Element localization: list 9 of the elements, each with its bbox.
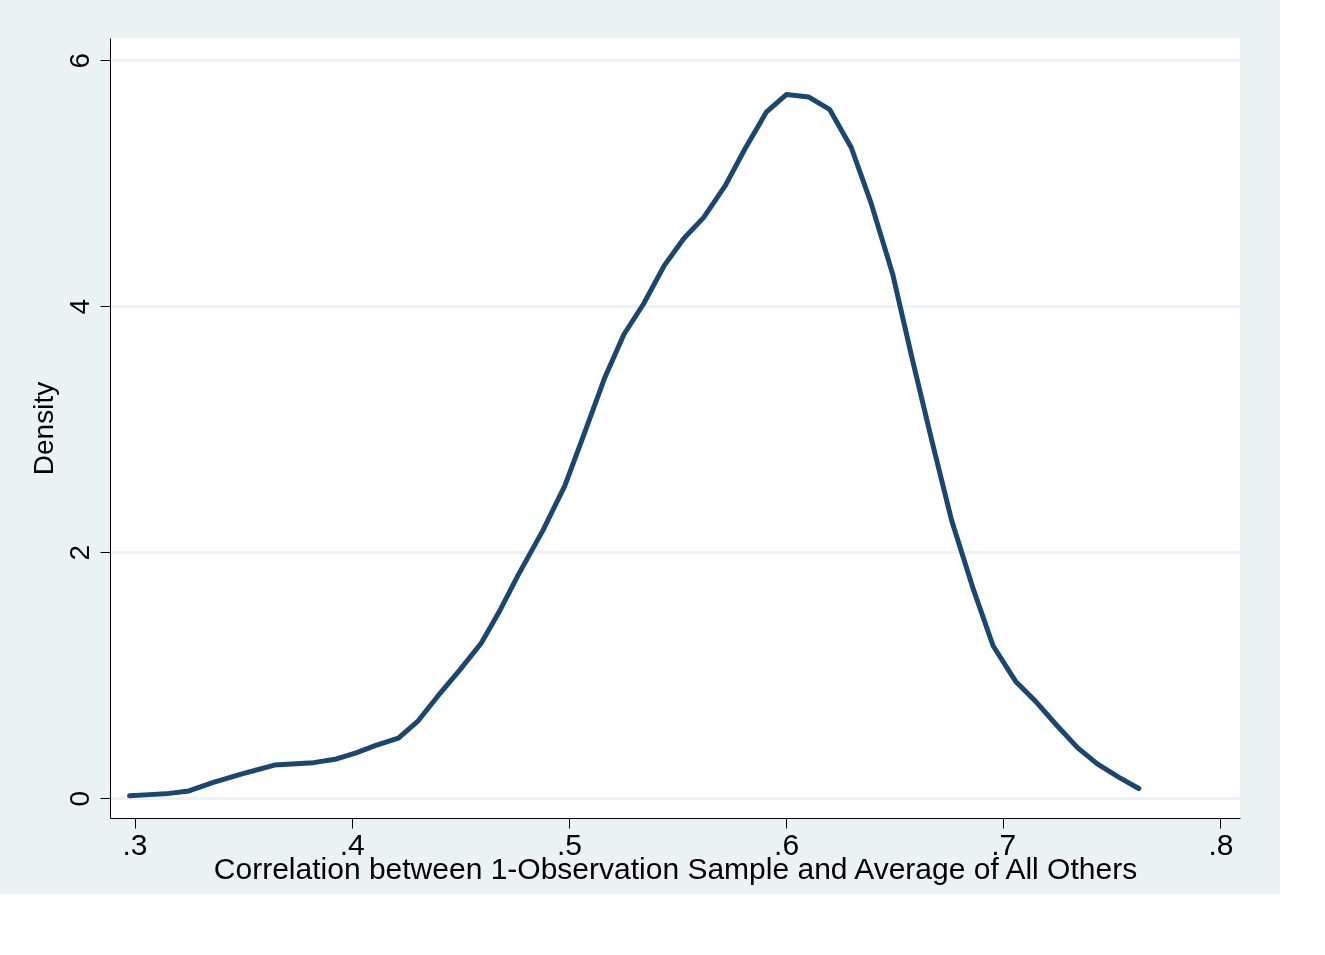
- y-tick-label: 6: [63, 52, 95, 69]
- y-axis-title: Density: [27, 381, 59, 476]
- x-tick-label: .6: [774, 827, 800, 861]
- y-tick-label: 4: [63, 298, 95, 315]
- x-tick-label: .5: [556, 827, 582, 861]
- y-tick-label: 0: [63, 791, 95, 807]
- y-tick-label: 2: [63, 544, 95, 561]
- x-tick-label: .3: [122, 827, 148, 861]
- x-tick-label: .8: [1208, 827, 1234, 861]
